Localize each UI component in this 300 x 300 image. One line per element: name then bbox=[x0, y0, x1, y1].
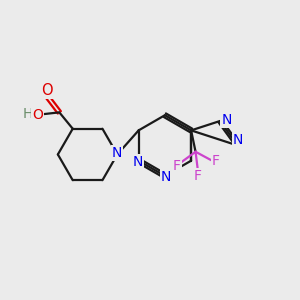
Text: F: F bbox=[212, 154, 220, 168]
Text: N: N bbox=[112, 146, 122, 160]
Text: N: N bbox=[161, 170, 171, 184]
Text: N: N bbox=[232, 133, 243, 147]
Text: N: N bbox=[221, 112, 232, 127]
Text: O: O bbox=[32, 108, 43, 122]
Text: N: N bbox=[133, 155, 143, 169]
Text: O: O bbox=[41, 83, 53, 98]
Text: F: F bbox=[172, 159, 181, 173]
Text: H: H bbox=[22, 107, 33, 121]
Text: F: F bbox=[194, 169, 202, 183]
